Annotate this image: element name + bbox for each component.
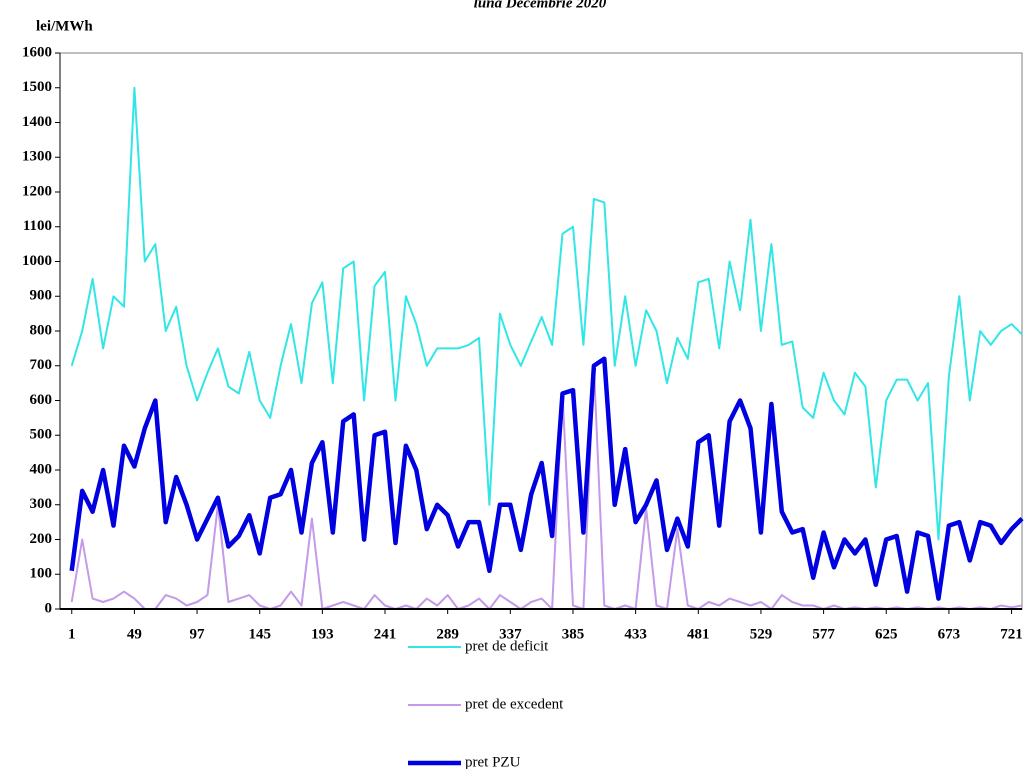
series-line	[70, 86, 1023, 541]
x-tick-label: 49	[127, 626, 142, 642]
y-tick-label: 1200	[22, 183, 52, 199]
legend-label: pret de deficit	[465, 638, 549, 654]
legend-label: pret de excedent	[465, 696, 564, 712]
x-tick-label: 97	[190, 626, 206, 642]
x-tick-label: 721	[1000, 626, 1023, 642]
y-tick-label: 1000	[22, 253, 52, 269]
y-tick-label: 1500	[22, 79, 52, 95]
y-tick-label: 1100	[23, 218, 52, 234]
x-tick-label: 625	[875, 626, 898, 642]
y-tick-label: 700	[30, 357, 53, 373]
x-tick-label: 337	[499, 626, 522, 642]
x-tick-label: 529	[750, 626, 773, 642]
y-tick-label: 400	[30, 461, 53, 477]
x-tick-label: 289	[436, 626, 459, 642]
y-tick-label: 0	[45, 600, 53, 616]
y-tick-label: 100	[30, 566, 53, 582]
y-tick-label: 200	[30, 531, 53, 547]
y-tick-label: 500	[30, 427, 53, 443]
y-tick-label: 900	[30, 288, 53, 304]
y-tick-label: 300	[30, 496, 53, 512]
x-tick-label: 481	[687, 626, 710, 642]
x-tick-label: 577	[812, 626, 835, 642]
legend-label: pret PZU	[465, 754, 521, 769]
x-tick-label: 673	[938, 626, 961, 642]
x-tick-label: 145	[248, 626, 271, 642]
y-tick-label: 1600	[22, 44, 52, 60]
y-tick-label: 1400	[22, 114, 52, 130]
y-tick-label: 1300	[22, 149, 52, 165]
series-line	[69, 356, 1024, 601]
x-tick-label: 385	[562, 626, 585, 642]
x-tick-label: 193	[311, 626, 334, 642]
x-tick-label: 241	[374, 626, 397, 642]
x-tick-label: 1	[68, 626, 76, 642]
y-tick-label: 800	[30, 322, 53, 338]
y-tick-label: 600	[30, 392, 53, 408]
y-axis-label: lei/MWh	[36, 18, 93, 34]
chart-title: luna Decembrie 2020	[474, 0, 607, 11]
x-tick-label: 433	[624, 626, 647, 642]
